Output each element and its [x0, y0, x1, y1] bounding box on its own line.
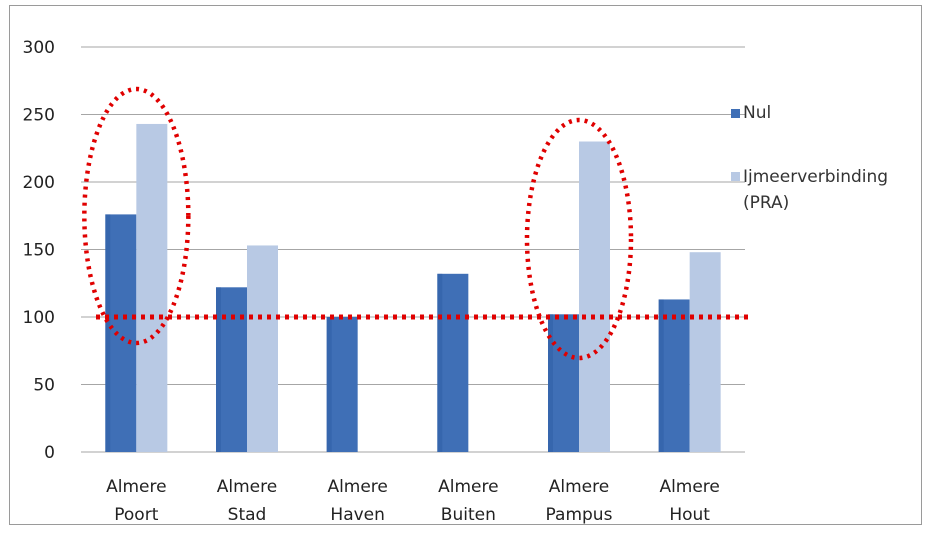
- legend-label-line-2: (PRA): [743, 193, 789, 213]
- y-tick-label-300: 300: [23, 38, 55, 58]
- bar-nul-haven: [326, 317, 358, 452]
- gridlines: [81, 46, 745, 453]
- bar-shade-haven: [326, 317, 332, 452]
- y-tick-label-250: 250: [23, 106, 55, 126]
- x-category-label-stad: Almere Stad: [217, 477, 277, 525]
- bar-nul-buiten: [437, 273, 469, 452]
- y-tick-label-200: 200: [23, 173, 55, 193]
- legend-label-line-1: Ijmeerverbinding: [743, 167, 888, 187]
- y-tick-label-100: 100: [23, 308, 55, 328]
- bar-shade-pampus: [548, 314, 553, 452]
- legend: Nul Ijmeerverbinding (PRA): [731, 103, 894, 213]
- bar-shade-poort: [105, 214, 111, 452]
- chart-frame: 0 50 100 150 200 250 300 Almere Poort Almere Stad…: [9, 5, 922, 525]
- x-axis-categories: Almere Poort Almere Stad Almere Haven Almere Bu…: [106, 477, 720, 525]
- bar-nul-poort: [105, 214, 137, 452]
- bar-pra-poort: [136, 123, 168, 452]
- bar-chart: 0 50 100 150 200 250 300 Almere Poort Almere Stad…: [23, 38, 894, 525]
- bar-shade-hout: [658, 299, 664, 452]
- bar-pra-stad: [247, 245, 278, 452]
- y-tick-label-50: 50: [33, 376, 55, 396]
- y-tick-label-0: 0: [44, 443, 55, 463]
- highlight-ellipse-poort: [82, 86, 191, 346]
- bar-nul-pampus: [548, 314, 579, 452]
- bar-pra-pampus: [579, 141, 610, 452]
- y-tick-label-150: 150: [23, 241, 55, 261]
- legend-swatch-nul: [731, 109, 740, 118]
- highlight-ellipse-pampus: [524, 117, 634, 361]
- bar-nul-hout: [658, 299, 690, 452]
- bar-shade-stad: [216, 287, 221, 452]
- x-category-label-pampus: Almere Pampus: [546, 477, 613, 525]
- x-category-label-haven: Almere Haven: [327, 477, 387, 525]
- y-axis-ticks: 0 50 100 150 200 250 300: [23, 38, 55, 463]
- x-category-label-poort: Almere Poort: [106, 477, 166, 525]
- legend-swatch-ijmeerverbinding: [731, 172, 740, 181]
- bar-pra-hout: [689, 252, 721, 452]
- bar-shade-buiten: [437, 273, 443, 452]
- x-category-label-buiten: Almere Buiten: [438, 477, 498, 525]
- annotations: [82, 86, 750, 361]
- legend-label-nul: Nul: [743, 103, 771, 123]
- x-category-label-hout: Almere Hout: [659, 477, 719, 525]
- legend-label-ijmeerverbinding: Ijmeerverbinding (PRA): [743, 167, 894, 213]
- bars: [105, 123, 721, 452]
